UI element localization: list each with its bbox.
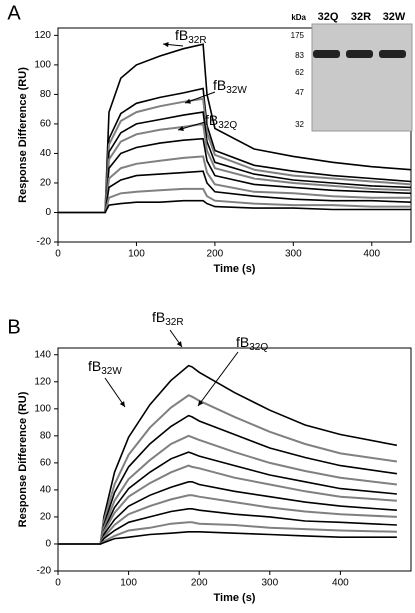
- unit-label: kDa: [291, 13, 306, 22]
- annotation-sub: 32Q: [249, 342, 268, 353]
- y-tick-label: 40: [40, 485, 52, 496]
- x-tick-label: 100: [120, 578, 137, 589]
- curve: [58, 508, 397, 545]
- marker-label: 175: [291, 31, 305, 40]
- y-tick-label: -20: [37, 237, 52, 248]
- arrow-head: [176, 341, 182, 347]
- annotation: fB32W: [88, 358, 122, 377]
- annotation-text: fB: [236, 334, 249, 350]
- y-axis-label: Response Difference (RU): [17, 67, 29, 203]
- annotation-text: fB: [152, 309, 165, 325]
- annotation-sub: 32W: [226, 85, 247, 96]
- y-tick-label: 120: [34, 30, 51, 41]
- annotation-text: fB: [213, 77, 226, 93]
- marker-label: 62: [295, 68, 304, 77]
- arrow-head: [119, 401, 125, 407]
- y-tick-label: 100: [34, 60, 51, 71]
- arrow: [197, 351, 239, 407]
- curve: [58, 364, 398, 545]
- annotation: fB32W: [213, 77, 247, 96]
- annotation: fB32R: [175, 27, 207, 46]
- y-tick-label: 80: [40, 430, 52, 441]
- x-tick-label: 0: [55, 249, 61, 260]
- marker-label: 47: [295, 88, 304, 97]
- lane-label: 32Q: [318, 11, 339, 23]
- curve: [58, 97, 412, 214]
- x-tick-label: 400: [363, 249, 380, 260]
- x-tick-label: 300: [285, 249, 302, 260]
- x-tick-label: 0: [55, 578, 61, 589]
- marker-label: 83: [295, 51, 304, 60]
- plot-frame: [57, 27, 412, 243]
- curve: [58, 187, 411, 214]
- y-tick-label: 140: [34, 349, 51, 360]
- y-axis-label: Response Difference (RU): [17, 391, 29, 527]
- gel-band: [346, 50, 373, 58]
- arrow-head: [178, 125, 184, 131]
- curve: [58, 414, 398, 545]
- annotation-sub: 32R: [188, 35, 206, 46]
- y-tick-label: -20: [37, 566, 52, 577]
- x-tick-label: 400: [332, 578, 349, 589]
- curve: [58, 394, 398, 545]
- annotation-text: fB: [205, 112, 218, 128]
- annotation-text: fB: [88, 358, 101, 374]
- x-axis-label: Time (s): [214, 592, 256, 604]
- x-tick-label: 200: [207, 249, 224, 260]
- curve: [58, 170, 412, 214]
- x-tick-label: 300: [261, 578, 278, 589]
- annotation-sub: 32Q: [218, 120, 237, 131]
- annotation-sub: 32W: [101, 366, 122, 377]
- curve: [58, 434, 398, 545]
- curve: [58, 111, 412, 214]
- y-tick-label: 60: [40, 458, 52, 469]
- gel: [311, 23, 413, 132]
- arrow-head: [185, 98, 191, 104]
- curve: [58, 531, 397, 545]
- annotation-text: fB: [175, 27, 188, 43]
- x-tick-label: 100: [128, 249, 145, 260]
- annotation-sub: 32R: [165, 317, 183, 328]
- x-tick-label: 200: [191, 578, 208, 589]
- curve: [58, 87, 412, 214]
- annotation: fB32R: [152, 309, 184, 328]
- panel-label: A: [7, 2, 21, 24]
- lane-label: 32R: [351, 11, 371, 23]
- y-tick-label: 20: [40, 178, 52, 189]
- curve: [58, 155, 411, 214]
- annotation: fB32Q: [236, 334, 268, 353]
- curve: [58, 451, 397, 545]
- y-tick-label: 60: [40, 119, 52, 130]
- curve: [58, 43, 412, 214]
- y-tick-label: 80: [40, 89, 52, 100]
- y-tick-label: 120: [34, 376, 51, 387]
- y-tick-label: 100: [34, 403, 51, 414]
- gel-band: [313, 50, 340, 58]
- panel-label: B: [7, 316, 20, 338]
- x-axis-label: Time (s): [214, 263, 256, 275]
- arrow: [104, 377, 126, 408]
- curve: [58, 464, 397, 545]
- annotation: fB32Q: [205, 112, 237, 131]
- arrow-head: [163, 41, 169, 48]
- y-tick-label: 0: [45, 207, 51, 218]
- lane-label: 32W: [383, 11, 406, 23]
- y-tick-label: 20: [40, 512, 52, 523]
- marker-label: 32: [295, 120, 304, 129]
- curve: [58, 521, 397, 545]
- curve: [58, 199, 411, 214]
- y-tick-label: 40: [40, 148, 52, 159]
- y-tick-label: 0: [45, 539, 51, 550]
- gel-band: [379, 50, 406, 58]
- arrow-head: [198, 400, 204, 406]
- curve: [58, 137, 412, 214]
- curve: [58, 122, 412, 214]
- plot-frame: [57, 347, 412, 572]
- curve: [58, 481, 397, 545]
- curve: [58, 494, 397, 545]
